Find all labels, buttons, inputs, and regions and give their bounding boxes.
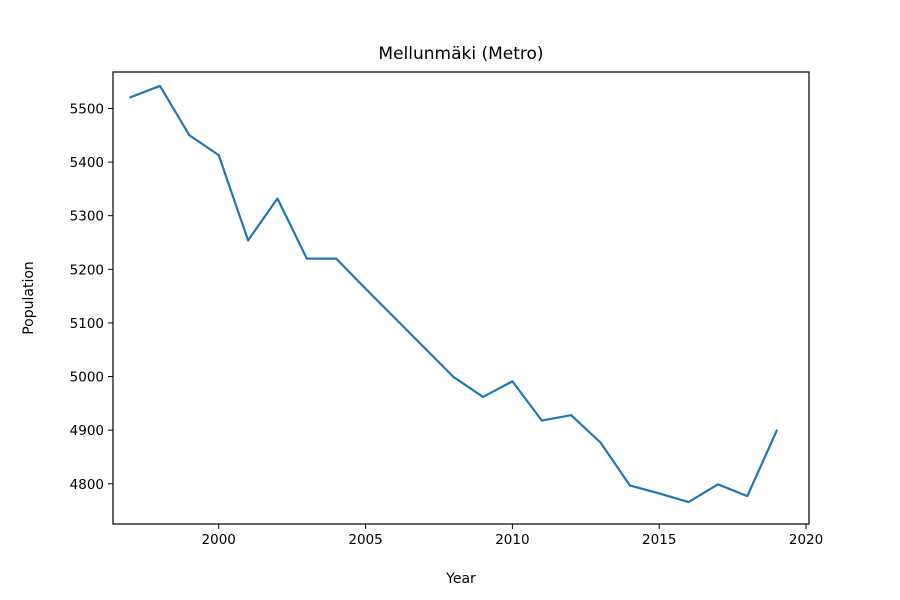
y-tick-label: 4800 xyxy=(70,477,104,493)
y-tick-label: 5300 xyxy=(70,209,104,225)
y-tick-label: 5000 xyxy=(70,370,104,386)
x-tick-label: 2005 xyxy=(348,532,382,548)
y-tick-label: 5400 xyxy=(70,155,104,171)
x-tick-label: 2000 xyxy=(202,532,236,548)
x-axis-ticks: 2000 2005 2010 2015 2020 xyxy=(202,524,823,548)
plot-area: 2000 2005 2010 2015 2020 4800 4900 5000 5100 520… xyxy=(70,71,823,548)
x-tick-label: 2020 xyxy=(789,532,823,548)
y-tick-label: 5200 xyxy=(70,262,104,278)
y-tick-label: 5500 xyxy=(70,101,104,117)
x-tick-label: 2015 xyxy=(642,532,676,548)
x-tick-label: 2010 xyxy=(495,532,529,548)
x-axis-label: Year xyxy=(445,571,476,587)
series-line xyxy=(129,84,779,504)
chart-title: Mellunmäki (Metro) xyxy=(378,44,543,64)
series-group xyxy=(129,84,779,504)
y-axis-label: Population xyxy=(21,261,37,335)
y-tick-label: 5100 xyxy=(70,316,104,332)
y-tick-label: 4900 xyxy=(70,423,104,439)
plot-frame xyxy=(112,71,810,525)
plot-background xyxy=(113,72,809,524)
y-axis-ticks: 4800 4900 5000 5100 5200 5300 5400 5500 xyxy=(70,101,113,493)
